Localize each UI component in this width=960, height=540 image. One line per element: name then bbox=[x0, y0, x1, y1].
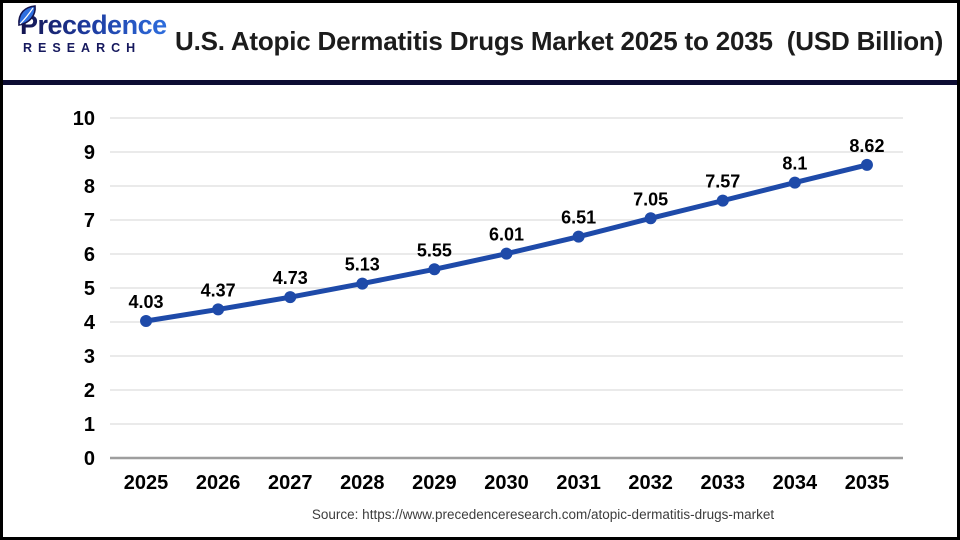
data-label: 5.13 bbox=[345, 255, 380, 275]
header: Precedence RESEARCH U.S. Atopic Dermatit… bbox=[3, 3, 957, 80]
data-label: 5.55 bbox=[417, 240, 452, 260]
leaf-icon bbox=[18, 5, 36, 26]
y-tick-label: 1 bbox=[84, 414, 95, 436]
header-divider bbox=[3, 80, 957, 85]
data-point bbox=[500, 247, 513, 260]
data-point bbox=[356, 277, 369, 290]
data-point bbox=[788, 176, 801, 189]
data-label: 7.05 bbox=[633, 189, 668, 209]
data-label: 4.03 bbox=[129, 292, 164, 312]
y-tick-label: 6 bbox=[84, 244, 95, 266]
y-tick-label: 0 bbox=[84, 448, 95, 470]
y-tick-label: 10 bbox=[73, 108, 95, 130]
x-tick-label: 2031 bbox=[556, 472, 601, 494]
source-caption: Source: https://www.precedenceresearch.c… bbox=[311, 507, 775, 522]
data-point bbox=[572, 230, 585, 243]
data-label: 8.62 bbox=[849, 136, 884, 156]
data-point bbox=[212, 303, 225, 316]
x-tick-label: 2035 bbox=[845, 472, 890, 494]
data-point bbox=[140, 314, 153, 327]
x-tick-label: 2026 bbox=[196, 472, 241, 494]
y-tick-label: 2 bbox=[84, 380, 95, 402]
data-point bbox=[284, 291, 297, 304]
data-point bbox=[860, 158, 873, 171]
data-label: 4.37 bbox=[201, 280, 236, 300]
data-label: 7.57 bbox=[705, 172, 740, 192]
x-tick-label: 2027 bbox=[268, 472, 313, 494]
x-tick-label: 2028 bbox=[340, 472, 385, 494]
data-point bbox=[716, 194, 729, 207]
y-tick-label: 7 bbox=[84, 210, 95, 232]
y-tick-label: 5 bbox=[84, 278, 95, 300]
logo-subtitle: RESEARCH bbox=[23, 41, 142, 55]
chart-area: 0 1 2 3 4 5 6 7 8 9 10 2025 2026 2027 2028 2029 2030 2031… bbox=[3, 85, 957, 537]
x-tick-label: 2034 bbox=[773, 472, 818, 494]
y-tick-label: 3 bbox=[84, 346, 95, 368]
line-chart: 0 1 2 3 4 5 6 7 8 9 10 2025 2026 2027 2028 2029 2030 2031… bbox=[73, 108, 903, 494]
chart-title: U.S. Atopic Dermatitis Drugs Market 2025… bbox=[175, 26, 944, 56]
precedence-research-logo: Precedence RESEARCH bbox=[18, 5, 170, 55]
data-label: 8.1 bbox=[782, 154, 807, 174]
y-tick-label: 8 bbox=[84, 176, 95, 198]
x-tick-label: 2032 bbox=[628, 472, 673, 494]
y-tick-label: 4 bbox=[84, 312, 96, 334]
x-tick-label: 2033 bbox=[701, 472, 746, 494]
x-tick-label: 2025 bbox=[124, 472, 169, 494]
data-label: 6.51 bbox=[561, 208, 596, 228]
data-point bbox=[428, 263, 441, 276]
data-label: 4.73 bbox=[273, 268, 308, 288]
data-label: 6.01 bbox=[489, 225, 524, 245]
x-tick-label: 2030 bbox=[484, 472, 529, 494]
data-point bbox=[644, 212, 657, 225]
y-tick-label: 9 bbox=[84, 142, 95, 164]
logo-wordmark: Precedence bbox=[20, 12, 170, 39]
x-tick-label: 2029 bbox=[412, 472, 457, 494]
